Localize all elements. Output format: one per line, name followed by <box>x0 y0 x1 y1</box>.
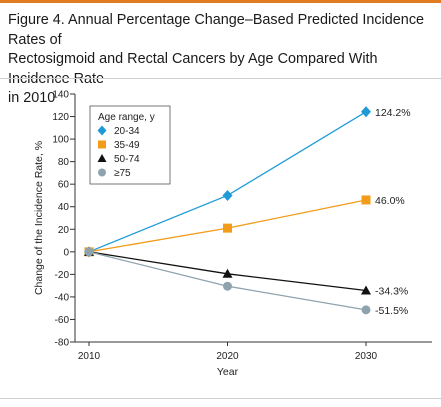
y-tick-label: 0 <box>63 247 69 258</box>
y-tick-label: -20 <box>55 270 70 281</box>
y-tick-label: 100 <box>52 135 69 146</box>
data-point-triangle <box>361 285 371 295</box>
end-value-labels: 124.2% 46.0% -34.3% -51.5% <box>375 107 411 317</box>
series-line-3 <box>88 251 367 311</box>
y-tick-label: 80 <box>58 157 70 168</box>
legend-marker-circle <box>98 168 106 177</box>
data-point-square <box>223 223 232 233</box>
data-point-circle <box>84 247 94 257</box>
data-point-circle <box>361 305 371 315</box>
figure-title-line-3: in 2010 <box>8 90 56 106</box>
end-value-label: 124.2% <box>375 107 411 119</box>
legend-entry-label: ≥75 <box>114 168 131 179</box>
legend-marker-square <box>98 140 106 149</box>
end-value-label: -51.5% <box>375 305 408 317</box>
legend-entry-label: 35-49 <box>114 140 140 151</box>
y-tick-label: 20 <box>58 225 70 236</box>
bottom-rule <box>0 398 441 399</box>
y-tick-label: -40 <box>55 292 70 303</box>
chart-axes: -80 -60 -40 -20 0 20 40 60 80 100 120 140 2010 2020 20… <box>33 90 432 378</box>
end-value-label: 46.0% <box>375 195 405 207</box>
y-tick-label: -60 <box>55 315 70 326</box>
x-tick-label: 2010 <box>78 351 101 362</box>
figure-title-line-1: Figure 4. Annual Percentage Change–Based… <box>8 12 425 48</box>
data-point-diamond <box>361 106 371 118</box>
legend-marker-diamond <box>97 125 107 136</box>
y-tick-label: 140 <box>52 90 69 101</box>
data-point-square <box>361 195 371 205</box>
title-divider <box>0 78 441 79</box>
data-point-triangle <box>222 268 233 278</box>
x-axis-title: Year <box>217 366 239 378</box>
legend-title: Age range, y <box>98 112 155 123</box>
top-accent-rule <box>0 0 441 3</box>
y-tick-label: 40 <box>58 202 70 213</box>
y-tick-label: 120 <box>52 112 69 123</box>
y-tick-label: -80 <box>55 338 70 349</box>
chart-legend: Age range, y 20-34 35-49 50-74 ≥75 <box>89 105 171 185</box>
legend-entry-label: 20-34 <box>114 126 140 137</box>
series-markers <box>84 106 371 315</box>
y-tick-label: 60 <box>58 180 70 191</box>
data-point-diamond <box>222 189 233 201</box>
y-axis-title: Change of the Incidence Rate, % <box>33 141 45 295</box>
end-value-label: -34.3% <box>375 285 408 297</box>
x-tick-label: 2030 <box>355 351 378 362</box>
legend-entry-label: 50-74 <box>114 154 140 165</box>
data-point-circle <box>223 281 232 291</box>
legend-marker-triangle <box>97 154 107 162</box>
x-tick-label: 2020 <box>216 351 239 362</box>
